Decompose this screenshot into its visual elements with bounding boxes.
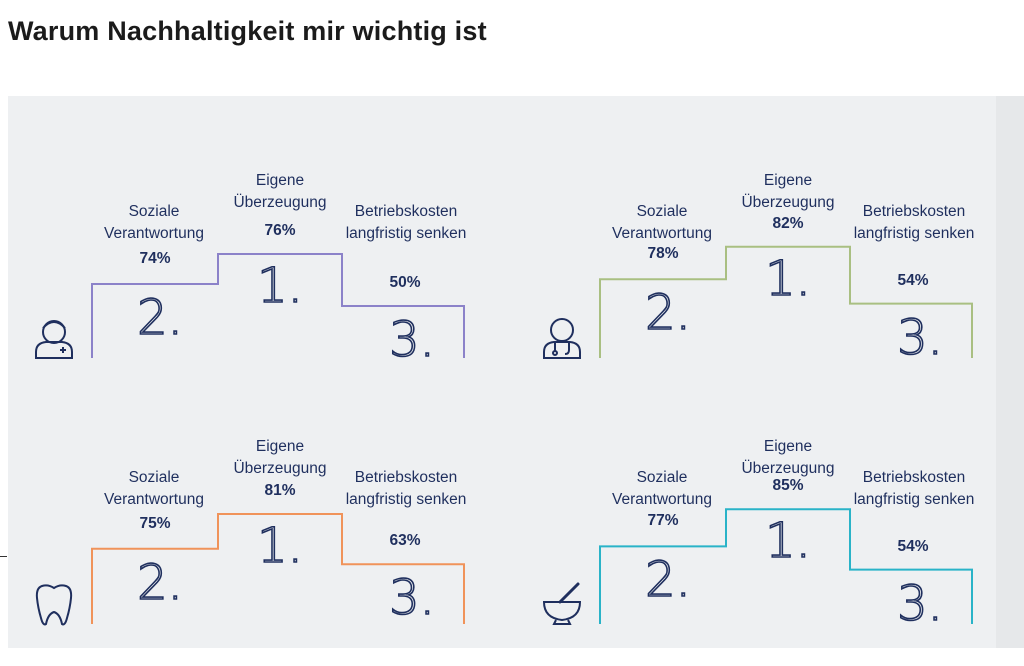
podium-svg — [542, 508, 973, 625]
podium-outline — [91, 513, 465, 624]
podium-chart: Soziale Verantwortung Eigene Überzeugung B… — [0, 0, 480, 369]
rank-second: 2. — [644, 284, 691, 342]
rank-second: 2. — [644, 552, 691, 610]
data-label-middle: 76% — [264, 222, 296, 239]
rank-third: 3. — [388, 569, 435, 627]
rank-first: 1. — [256, 257, 303, 315]
rank-second: 2. — [136, 289, 183, 347]
page-title: Warum Nachhaltigkeit mir wichtig ist — [8, 16, 487, 46]
category-label-middle: Eigene Überzeugung — [741, 172, 835, 211]
podium-chart: Soziale Verantwortung Eigene Überzeugung B… — [0, 266, 480, 627]
rank-first: 1. — [764, 250, 811, 308]
category-label-middle: Eigene Überzeugung — [233, 438, 327, 477]
data-label-right: 50% — [389, 274, 421, 291]
data-label-left: 74% — [139, 250, 171, 267]
category-label-left: Soziale Verantwortung — [104, 469, 204, 508]
data-label-middle: 85% — [772, 477, 804, 495]
category-label-right: Betriebskosten langfristig senken — [345, 203, 467, 242]
data-label-middle: 82% — [772, 214, 804, 232]
doctor-icon — [543, 318, 581, 359]
podium-chart: Soziale Verantwortung Eigene Überzeugung B… — [508, 266, 988, 632]
content-panel — [8, 96, 996, 648]
podium-outline — [599, 508, 973, 624]
category-label-left: Soziale Verantwortung — [612, 469, 712, 508]
podium-svg — [35, 253, 465, 359]
category-label-right: Betriebskosten langfristig senken — [853, 203, 975, 242]
rank-first: 1. — [256, 517, 303, 575]
category-label-middle: Eigene Überzeugung — [741, 438, 835, 477]
podium-svg — [35, 513, 465, 626]
category-label-middle: Eigene Überzeugung — [233, 172, 327, 211]
panel-edge — [996, 96, 1024, 648]
data-label-right: 54% — [897, 537, 929, 555]
podium-chart: Soziale Verantwortung Eigene Überzeugung B… — [508, 0, 988, 366]
data-label-right: 63% — [389, 532, 421, 550]
divider-mark — [0, 556, 7, 557]
nurse-icon — [35, 320, 73, 359]
podium-svg — [543, 245, 973, 359]
data-label-left: 77% — [647, 512, 679, 530]
category-label-right: Betriebskosten langfristig senken — [853, 469, 975, 508]
mortar-pestle-icon — [542, 582, 582, 625]
rank-third: 3. — [896, 309, 943, 367]
podium-outline — [599, 245, 973, 358]
category-label-left: Soziale Verantwortung — [612, 203, 712, 242]
data-label-middle: 81% — [264, 482, 296, 499]
data-label-left: 75% — [139, 514, 171, 532]
data-label-left: 78% — [647, 245, 679, 263]
rank-second: 2. — [136, 554, 183, 612]
rank-first: 1. — [764, 512, 811, 570]
rank-third: 3. — [388, 311, 435, 369]
data-label-right: 54% — [897, 271, 929, 289]
category-label-left: Soziale Verantwortung — [104, 203, 204, 242]
tooth-icon — [35, 584, 73, 626]
rank-third: 3. — [896, 575, 943, 633]
podium-outline — [91, 253, 465, 358]
category-label-right: Betriebskosten langfristig senken — [345, 469, 467, 508]
